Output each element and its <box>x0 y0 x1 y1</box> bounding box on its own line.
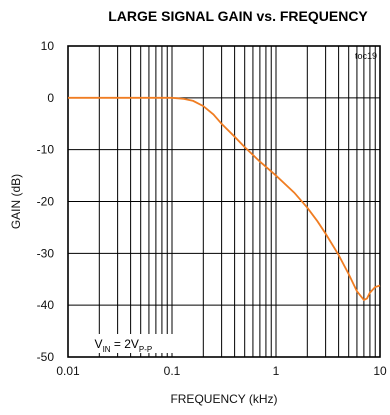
x-tick-label: 10 <box>373 364 387 378</box>
y-axis-label: GAIN (dB) <box>9 174 23 229</box>
y-tick-label: -30 <box>37 246 55 260</box>
chart-tag: toc19 <box>355 51 377 61</box>
x-tick-labels: 0.01 0.1 1 10 <box>56 364 387 378</box>
chart-title: LARGE SIGNAL GAIN vs. FREQUENCY <box>108 8 368 24</box>
y-tick-label: 10 <box>41 39 55 53</box>
y-tick-label: 0 <box>47 91 54 105</box>
x-tick-label: 0.01 <box>56 364 80 378</box>
annotation-background <box>90 334 187 353</box>
y-tick-label: -20 <box>37 195 55 209</box>
annotation-text: VIN = 2VP-P <box>95 337 153 354</box>
x-tick-label: 1 <box>273 364 280 378</box>
y-tick-label: -10 <box>37 143 55 157</box>
x-axis-label: FREQUENCY (kHz) <box>170 392 277 406</box>
series-line <box>68 96 381 302</box>
grid-lines <box>68 46 380 357</box>
y-tick-label: -50 <box>37 350 55 364</box>
annotation-vin: VIN = 2VP-P <box>90 334 187 354</box>
y-tick-label: -40 <box>37 298 55 312</box>
plot-frame <box>67 45 381 358</box>
y-tick-labels: 10 0 -10 -20 -30 -40 -50 <box>37 39 55 364</box>
x-tick-label: 0.1 <box>164 364 181 378</box>
